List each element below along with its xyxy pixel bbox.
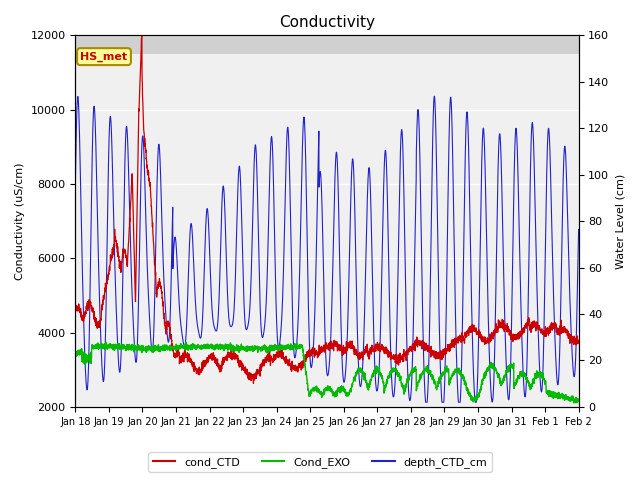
Y-axis label: Water Level (cm): Water Level (cm): [615, 173, 625, 269]
Y-axis label: Conductivity (uS/cm): Conductivity (uS/cm): [15, 162, 25, 280]
Legend: cond_CTD, Cond_EXO, depth_CTD_cm: cond_CTD, Cond_EXO, depth_CTD_cm: [148, 452, 492, 472]
Title: Conductivity: Conductivity: [279, 15, 375, 30]
Text: HS_met: HS_met: [81, 51, 127, 62]
Bar: [76, 36, 579, 54]
